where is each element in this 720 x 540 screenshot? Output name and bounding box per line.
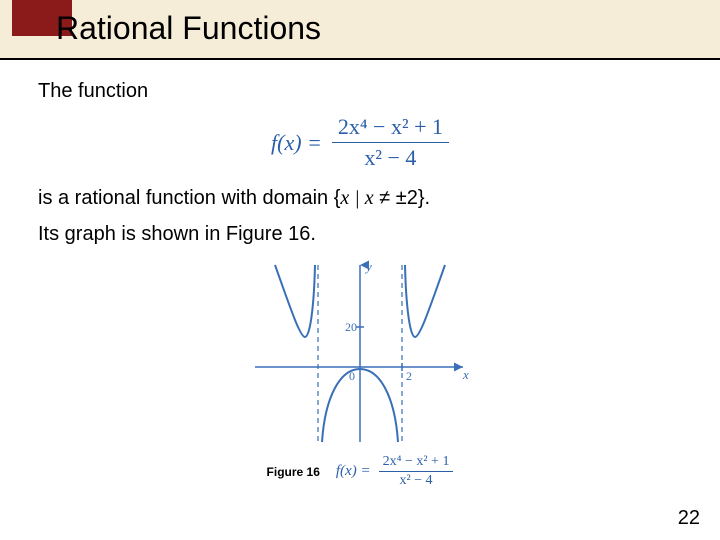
equation-denominator: x² − 4 <box>358 143 422 171</box>
origin-label: 0 <box>349 369 355 383</box>
equation-numerator: 2x⁴ − x² + 1 <box>332 114 449 143</box>
slide-header: Rational Functions <box>0 0 720 60</box>
graph-reference-text: Its graph is shown in Figure 16. <box>38 221 682 247</box>
figure-caption-row: Figure 16 f(x) = 2x⁴ − x² + 1 x² − 4 <box>38 454 682 489</box>
domain-relation: ≠ ±2}. <box>374 187 430 209</box>
equation-fraction: 2x⁴ − x² + 1 x² − 4 <box>332 114 449 171</box>
rational-function-graph: 20 2 0 y x <box>245 257 475 447</box>
domain-prefix: is a rational function with domain { <box>38 187 340 209</box>
x-tick-label: 2 <box>406 369 412 383</box>
curve-left-branch <box>275 265 315 337</box>
caption-denominator: x² − 4 <box>395 472 436 489</box>
curve-right-branch <box>405 265 445 337</box>
domain-variable: x | x <box>340 187 373 209</box>
main-equation: f(x) = 2x⁴ − x² + 1 x² − 4 <box>38 114 682 171</box>
slide-title: Rational Functions <box>56 10 321 47</box>
y-tick-label: 20 <box>345 320 357 334</box>
caption-numerator: 2x⁴ − x² + 1 <box>379 454 454 472</box>
content-area: The function f(x) = 2x⁴ − x² + 1 x² − 4 … <box>0 60 720 489</box>
equation-lhs: f(x) = <box>271 130 322 156</box>
page-number: 22 <box>678 507 700 530</box>
caption-lhs: f(x) = <box>336 463 371 480</box>
figure-caption-equation: f(x) = 2x⁴ − x² + 1 x² − 4 <box>336 454 454 489</box>
figure-label: Figure 16 <box>267 465 320 479</box>
x-axis-label: x <box>462 367 469 382</box>
figure-area: 20 2 0 y x Figure 16 f(x) = 2x⁴ − x² + 1… <box>38 257 682 489</box>
intro-text: The function <box>38 78 682 104</box>
domain-text: is a rational function with domain {x | … <box>38 185 682 211</box>
y-axis-label: y <box>364 259 372 274</box>
